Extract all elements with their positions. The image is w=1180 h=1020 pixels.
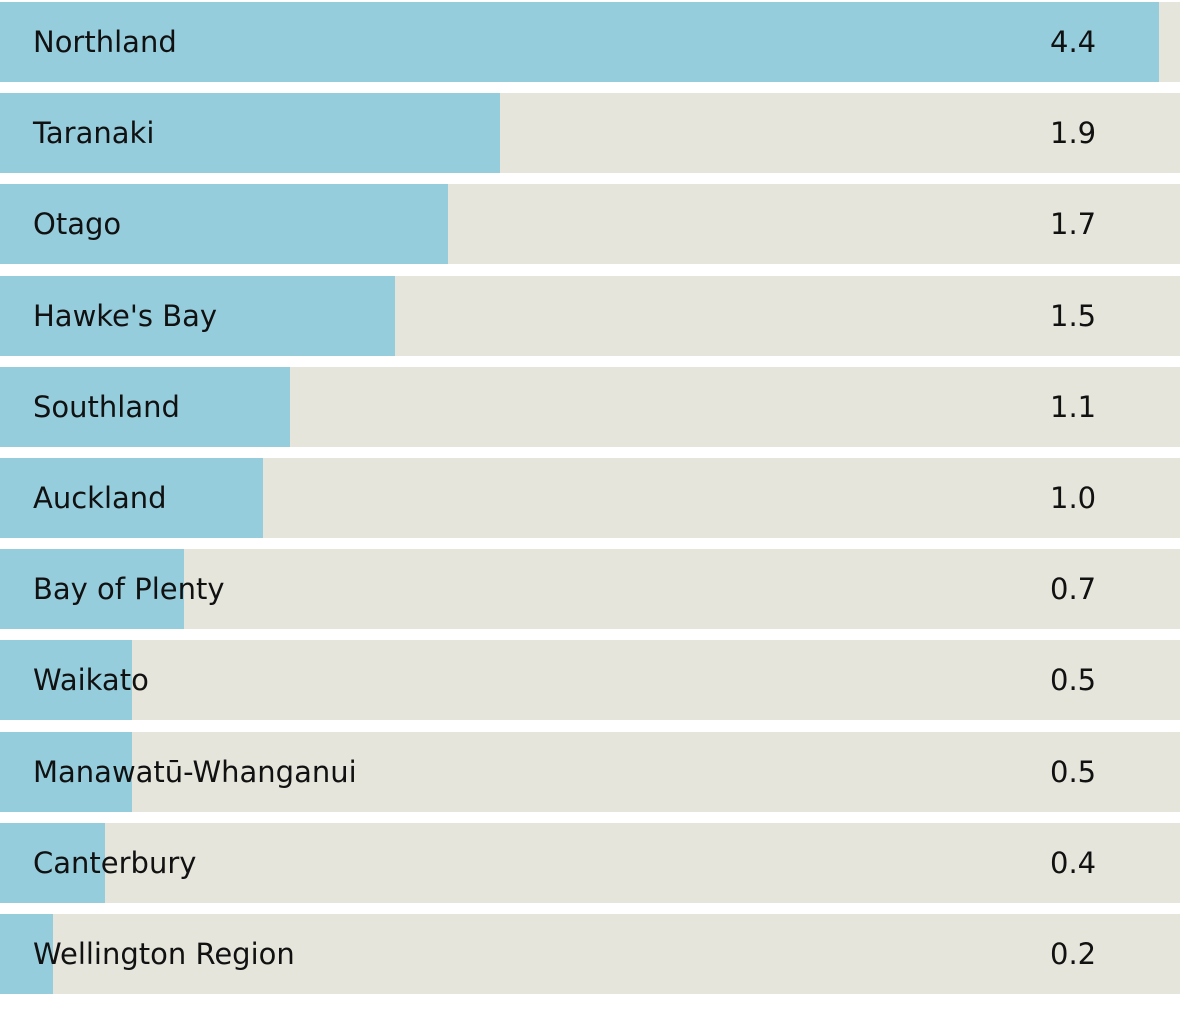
bar	[0, 275, 395, 356]
bar	[0, 822, 105, 903]
value-label: 1.1	[1050, 389, 1097, 424]
bar-row: Hawke's Bay 1.5	[0, 275, 1180, 356]
bar-row: Waikato 0.5	[0, 640, 1180, 721]
bar	[0, 93, 500, 174]
category-label: Manawatū-Whanganui	[33, 754, 357, 789]
bar-row: Auckland 1.0	[0, 458, 1180, 538]
bar-row: Wellington Region 0.2	[0, 914, 1180, 994]
value-label: 1.7	[1050, 207, 1097, 242]
bar	[0, 549, 184, 630]
bar	[0, 640, 132, 721]
category-label: Northland	[33, 25, 177, 59]
category-label: Hawke's Bay	[33, 298, 218, 333]
value-label: 0.7	[1050, 572, 1097, 607]
category-label: Auckland	[33, 481, 167, 515]
value-label: 1.0	[1050, 481, 1097, 515]
value-label: 0.2	[1050, 937, 1097, 971]
bar-row: Northland 4.4	[0, 2, 1180, 82]
category-label: Southland	[33, 389, 180, 424]
bar	[0, 914, 53, 994]
bar	[0, 2, 1159, 82]
bar-row: Manawatū-Whanganui 0.5	[0, 731, 1180, 812]
value-label: 1.5	[1050, 298, 1097, 333]
value-label: 0.5	[1050, 663, 1097, 698]
category-label: Canterbury	[33, 845, 197, 880]
bar-row: Canterbury 0.4	[0, 822, 1180, 903]
bar-row: Taranaki 1.9	[0, 93, 1180, 174]
value-label: 4.4	[1050, 25, 1097, 59]
category-label: Otago	[33, 207, 122, 242]
bar	[0, 731, 132, 812]
category-label: Bay of Plenty	[33, 572, 225, 607]
bar-row: Otago 1.7	[0, 184, 1180, 265]
value-label: 0.4	[1050, 845, 1097, 880]
value-label: 0.5	[1050, 754, 1097, 789]
bar	[0, 184, 448, 265]
category-label: Wellington Region	[33, 937, 295, 971]
category-label: Waikato	[33, 663, 149, 698]
bar-row: Southland 1.1	[0, 366, 1180, 447]
bar	[0, 366, 290, 447]
value-label: 1.9	[1050, 116, 1097, 151]
category-label: Taranaki	[33, 116, 155, 151]
bar	[0, 458, 263, 538]
bar-row: Bay of Plenty 0.7	[0, 549, 1180, 630]
